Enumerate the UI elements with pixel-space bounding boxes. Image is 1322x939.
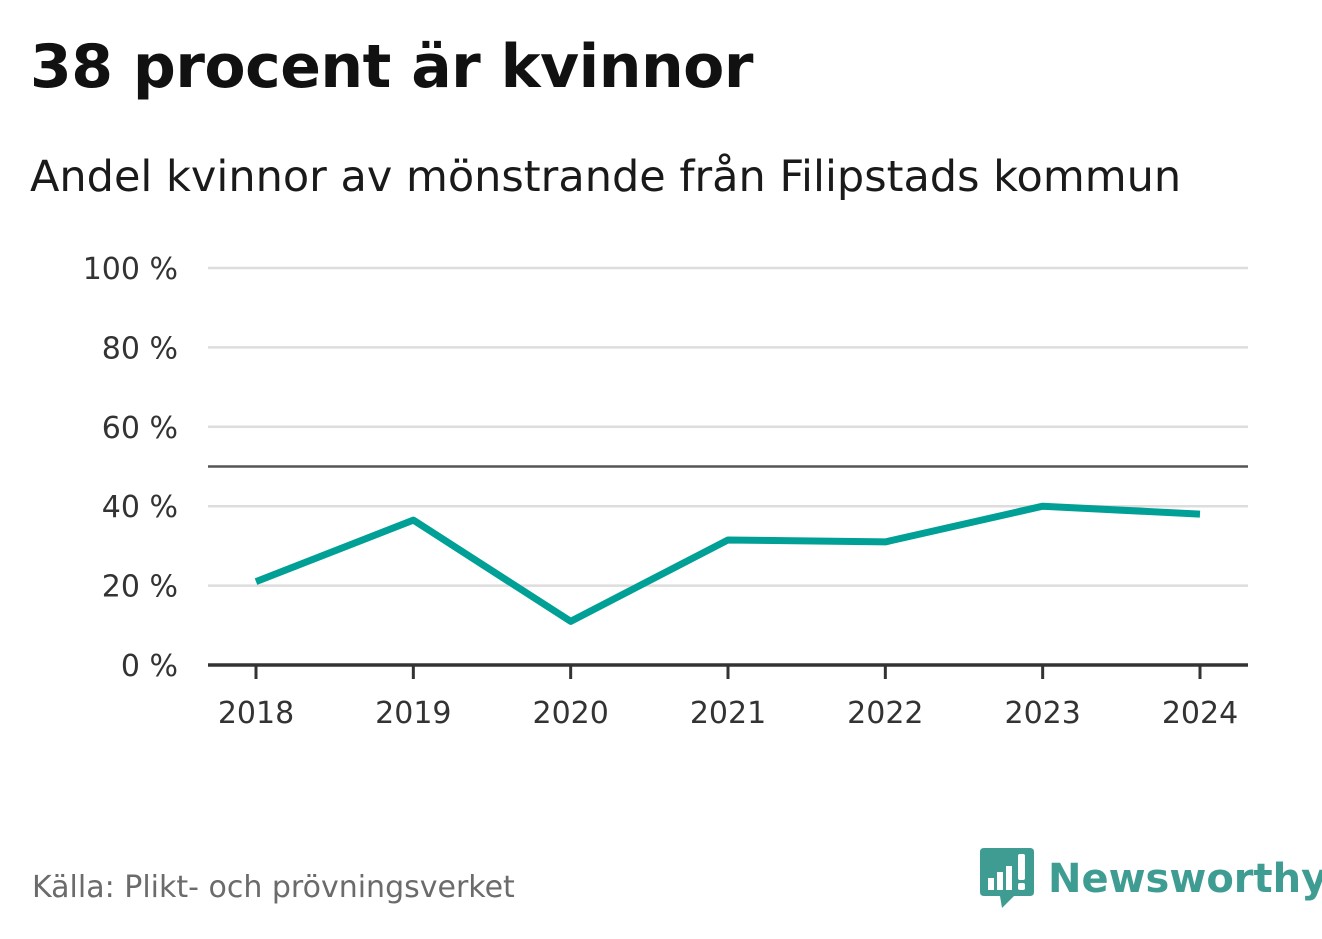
brand-logo: Newsworthy bbox=[980, 848, 1322, 910]
source-note: Källa: Plikt- och prövningsverket bbox=[32, 870, 515, 905]
x-tick-label: 2019 bbox=[375, 696, 451, 731]
chart-subtitle: Andel kvinnor av mönstrande från Filipst… bbox=[30, 152, 1182, 202]
y-tick-label: 100 % bbox=[83, 252, 178, 287]
y-tick-label: 80 % bbox=[102, 331, 178, 366]
newsworthy-logo-icon bbox=[980, 848, 1034, 908]
y-tick-label: 0 % bbox=[121, 649, 178, 684]
x-tick-label: 2021 bbox=[690, 696, 766, 731]
series-line bbox=[254, 502, 1201, 625]
y-tick-label: 60 % bbox=[102, 411, 178, 446]
chart-title: 38 procent är kvinnor bbox=[30, 32, 753, 102]
x-tick-label: 2023 bbox=[1004, 696, 1080, 731]
brand-name: Newsworthy bbox=[1048, 856, 1322, 902]
y-tick-label: 20 % bbox=[102, 570, 178, 605]
x-tick-label: 2020 bbox=[532, 696, 608, 731]
x-tick-label: 2022 bbox=[847, 696, 923, 731]
x-tick-label: 2024 bbox=[1162, 696, 1238, 731]
x-tick-label: 2018 bbox=[218, 696, 294, 731]
y-tick-label: 40 % bbox=[102, 490, 178, 525]
